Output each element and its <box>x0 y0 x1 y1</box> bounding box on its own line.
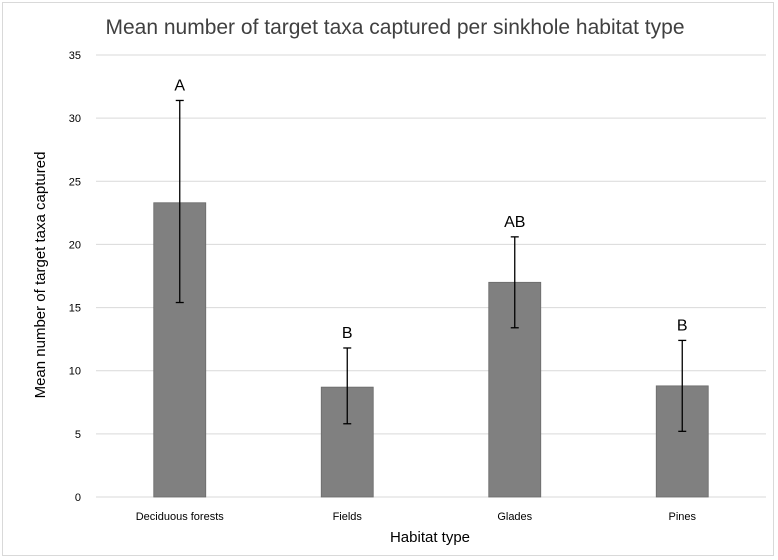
error-bar <box>678 339 687 432</box>
significance-label: B <box>677 317 688 334</box>
y-tick-label: 20 <box>69 239 81 251</box>
significance-label: AB <box>504 214 525 231</box>
bars <box>153 202 709 498</box>
y-axis-ticks: 0 5 10 15 20 25 30 35 <box>69 50 81 504</box>
error-bar <box>343 347 352 425</box>
y-tick-label: 5 <box>75 429 81 441</box>
x-tick-label: Glades <box>497 511 532 523</box>
error-bar <box>510 236 519 329</box>
chart-title: Mean number of target taxa captured per … <box>105 16 684 39</box>
x-tick-label: Pines <box>668 511 696 523</box>
x-tick-label: Fields <box>333 511 363 523</box>
significance-label: A <box>174 77 185 94</box>
x-axis-title: Habitat type <box>390 529 470 546</box>
error-bars <box>175 99 687 432</box>
error-bar <box>175 99 184 304</box>
y-axis-title: Mean number of target taxa captured <box>32 152 49 399</box>
y-tick-label: 30 <box>69 113 81 125</box>
gridlines <box>96 54 766 498</box>
bar <box>488 281 542 498</box>
significance-label: B <box>342 325 353 342</box>
y-tick-label: 15 <box>69 303 81 315</box>
y-tick-label: 0 <box>75 492 81 504</box>
x-axis-ticks: Deciduous forests Fields Glades Pines <box>136 511 697 523</box>
x-tick-label: Deciduous forests <box>136 511 225 523</box>
y-tick-label: 35 <box>69 50 81 62</box>
y-tick-label: 10 <box>69 366 81 378</box>
y-tick-label: 25 <box>69 176 81 188</box>
